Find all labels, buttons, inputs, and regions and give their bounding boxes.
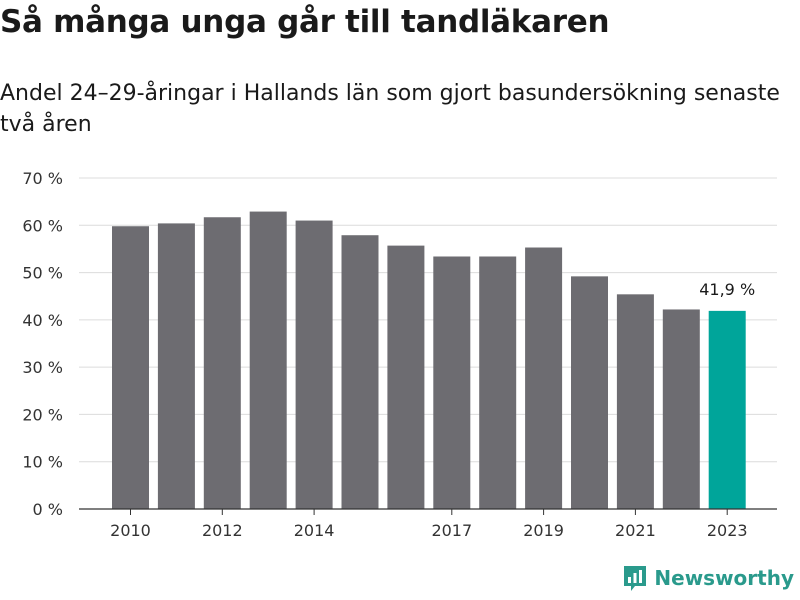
y-axis-ticks: 0 % 10 % 20 % 30 % 40 % 50 % 60 % 70 % [22, 169, 63, 519]
gridlines [79, 177, 777, 463]
bar [662, 309, 700, 509]
y-tick-label: 30 % [22, 358, 63, 377]
x-tick-label: 2019 [523, 521, 564, 540]
bar [157, 223, 195, 509]
x-axis-ticks: 2010 2012 2014 2017 2019 2021 2023 [79, 508, 777, 540]
y-tick-label: 60 % [22, 216, 63, 235]
bar [387, 245, 425, 509]
chart-title: Så många unga går till tandläkaren [0, 4, 610, 40]
y-tick-label: 20 % [22, 405, 63, 424]
x-tick-label: 2017 [431, 521, 472, 540]
bar [571, 276, 608, 509]
bar [249, 211, 287, 509]
y-tick-label: 10 % [22, 453, 63, 472]
bar [433, 256, 471, 509]
y-tick-label: 70 % [22, 169, 63, 188]
y-tick-label: 40 % [22, 311, 63, 330]
newsworthy-logo: Newsworthy [622, 564, 794, 592]
bar [525, 247, 563, 509]
bar [341, 235, 379, 510]
data-labels: 41,9 % [699, 280, 755, 299]
x-tick-label: 2014 [294, 521, 335, 540]
brand-name: Newsworthy [654, 566, 794, 590]
data-label: 41,9 % [699, 280, 755, 299]
bar [616, 294, 654, 509]
bar [295, 220, 333, 510]
y-tick-label: 50 % [22, 264, 63, 283]
newsworthy-chart-logo-icon [624, 566, 647, 591]
bar-highlight [708, 310, 746, 509]
x-tick-label: 2021 [615, 521, 656, 540]
bars [112, 211, 746, 510]
bar [112, 226, 149, 509]
y-tick-label: 0 % [33, 500, 63, 519]
bar [203, 217, 241, 510]
bar [479, 256, 517, 509]
chart-subtitle: Andel 24–29-åringar i Hallands län som g… [0, 81, 780, 137]
x-tick-label: 2010 [110, 521, 151, 540]
x-tick-label: 2012 [202, 521, 243, 540]
x-tick-label: 2023 [707, 521, 748, 540]
